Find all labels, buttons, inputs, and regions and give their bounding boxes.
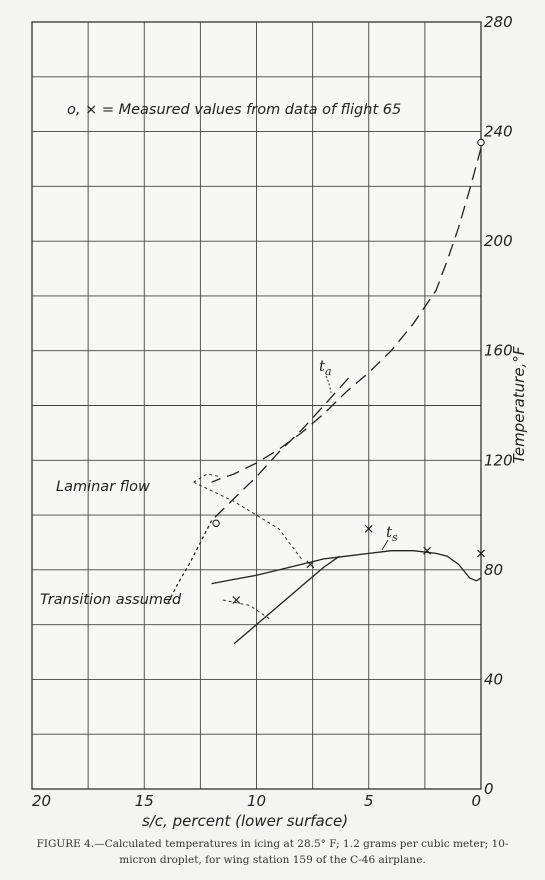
y-tick-label: 160: [484, 342, 513, 360]
y-tick-label: 280: [484, 13, 513, 31]
measured-cross: [306, 560, 315, 569]
y-axis-title: Temperature,°F: [510, 346, 528, 463]
figure-caption: FIGURE 4.—Calculated temperatures in ici…: [36, 838, 509, 866]
measured-marks: [212, 138, 485, 604]
tick-labels: 0 40 80 120 160 200 240 280 20 15 10 5 0: [32, 13, 513, 810]
leader-transition: [222, 599, 271, 620]
y-tick-label: 40: [484, 670, 503, 688]
x-tick-label: 15: [135, 792, 154, 810]
measured-cross: [477, 549, 485, 558]
ta-label-leader: [325, 375, 332, 394]
measured-cross: [364, 524, 373, 533]
measured-circle: [212, 519, 220, 528]
x-tick-label: 20: [32, 792, 51, 810]
ts-curve-label: ts: [386, 523, 398, 544]
y-tick-label: 240: [484, 123, 513, 141]
series-laminar-boundary-short-dash: [166, 520, 213, 606]
x-axis-title: s/c, percent (lower surface): [142, 812, 348, 830]
x-tick-label: 5: [364, 792, 374, 810]
measured-circle: [477, 138, 485, 147]
y-tick-label: 0: [484, 780, 494, 798]
ts-label-leader: [381, 539, 389, 551]
x-tick-label: 10: [247, 792, 266, 810]
leader-laminar: [193, 473, 221, 483]
y-tick-label: 200: [484, 232, 513, 250]
series-t-a: [211, 147, 482, 483]
legend-text: o, × = Measured values from data of flig…: [67, 102, 401, 118]
series-t-s: [211, 550, 482, 585]
chart-grid: [32, 22, 481, 789]
y-tick-label: 80: [484, 561, 503, 579]
annotation-leaders: [193, 473, 302, 620]
measured-cross: [423, 546, 432, 555]
ta-curve-label: ta: [319, 357, 332, 378]
laminar-flow-label: Laminar flow: [56, 479, 150, 495]
transition-assumed-label: Transition assumed: [40, 592, 182, 608]
leader-laminar: [193, 481, 302, 560]
x-tick-label: 0: [471, 792, 481, 810]
measured-cross: [232, 596, 241, 604]
chart-series: [166, 147, 482, 645]
plot-frame: [31, 21, 482, 790]
series-t-s: [233, 555, 340, 645]
series-t-a: [211, 377, 349, 521]
y-tick-label: 120: [484, 451, 513, 469]
